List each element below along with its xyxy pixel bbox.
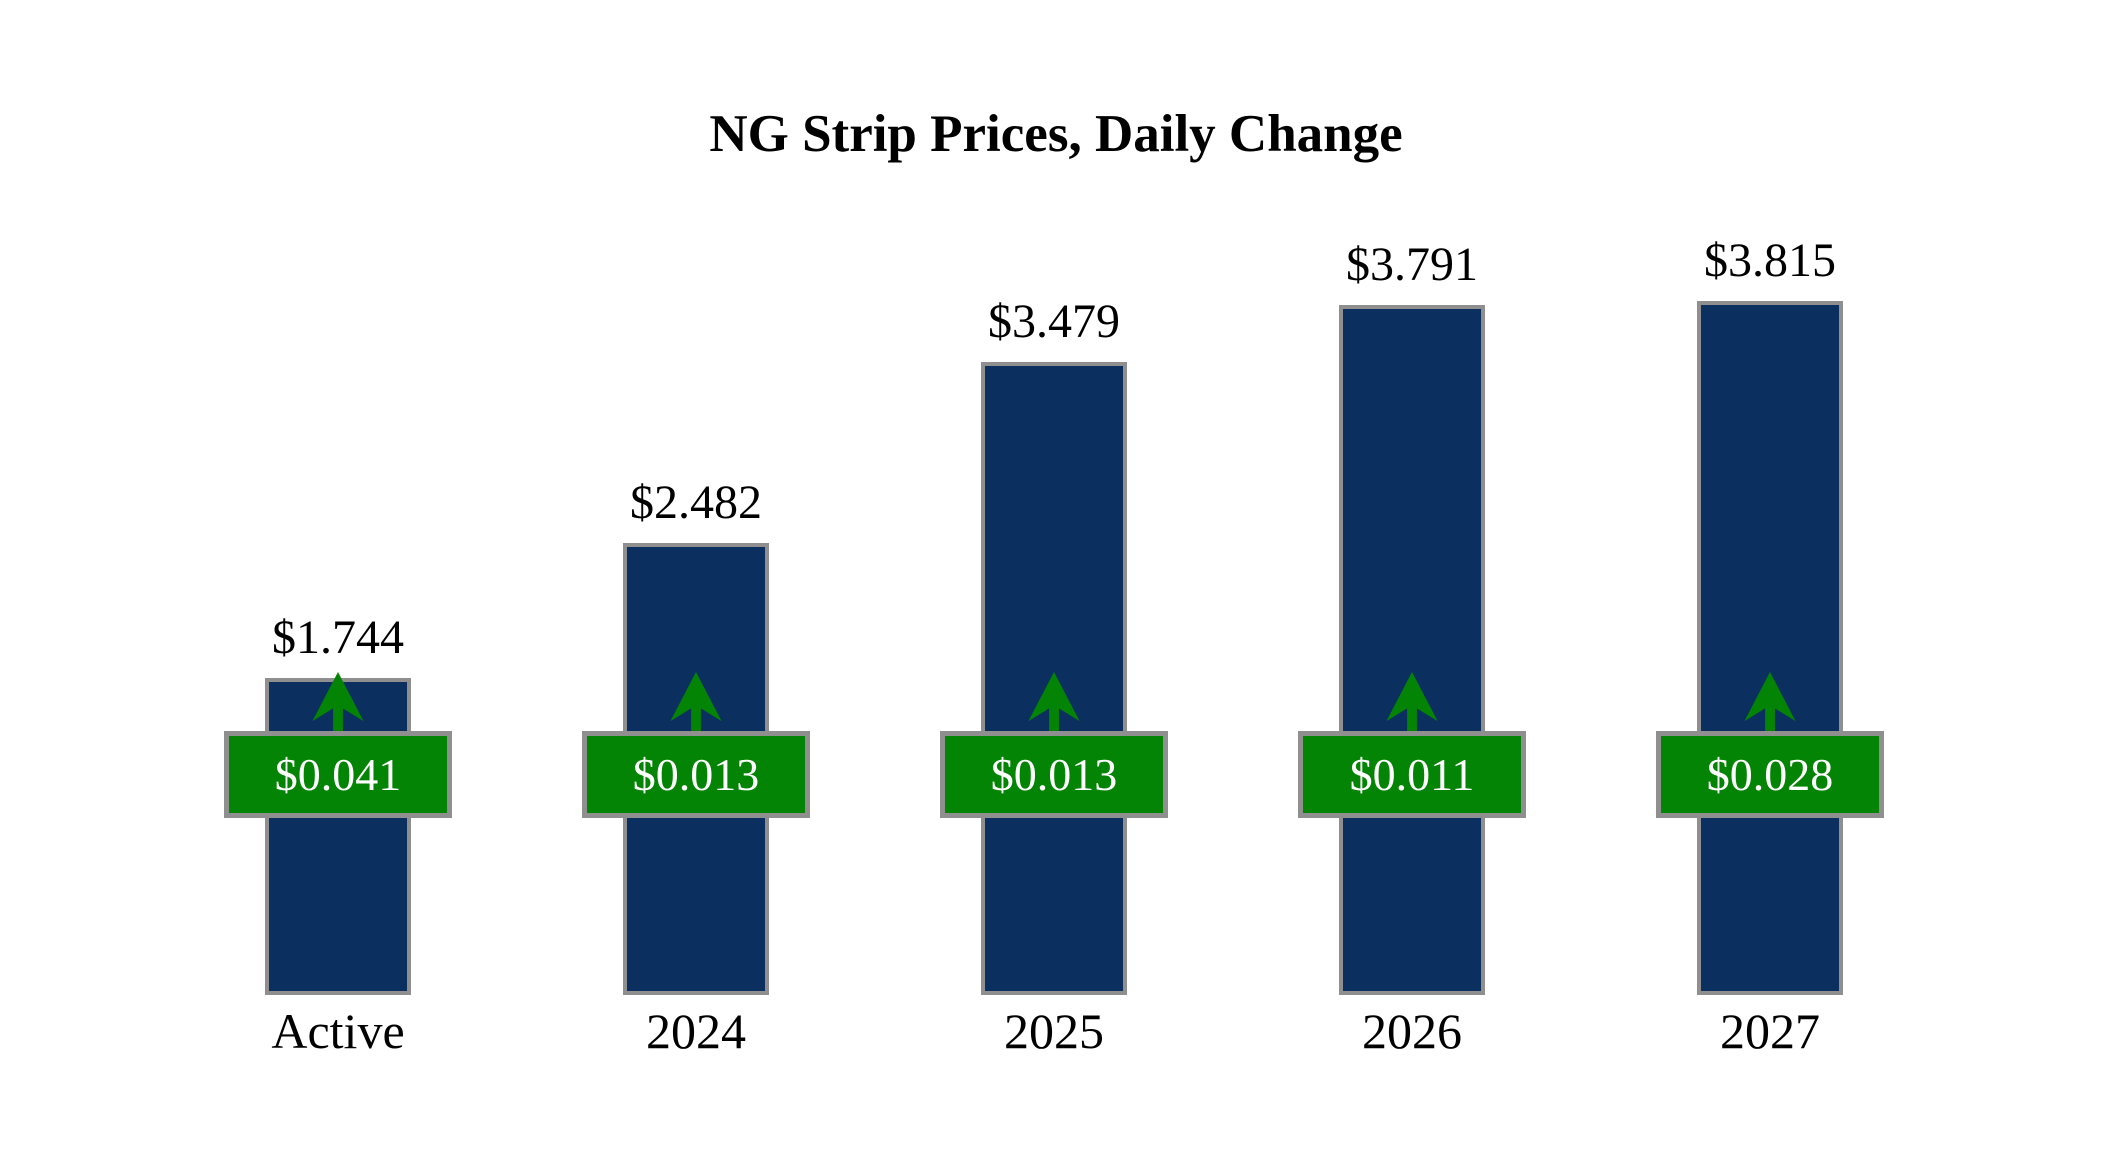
bar-group-2024: $2.482 $0.013 2024: [546, 0, 846, 1152]
bar-group-2025: $3.479 $0.013 2025: [904, 0, 1204, 1152]
bar-group-active: $1.744 $0.041 Active: [188, 0, 488, 1152]
daily-change-value: $0.013: [632, 749, 760, 800]
bar-group-2027: $3.815 $0.028 2027: [1620, 0, 1920, 1152]
up-arrow-icon: [1386, 672, 1438, 731]
up-arrow-icon: [670, 672, 722, 731]
bar: [1339, 305, 1485, 995]
bar-value-label: $3.479: [988, 295, 1120, 348]
category-label: 2026: [1362, 1003, 1462, 1059]
daily-change-badge: $0.028: [1656, 731, 1884, 818]
bar: [1697, 301, 1843, 995]
up-arrow-icon: [1744, 672, 1796, 731]
daily-change-badge: $0.013: [582, 731, 810, 818]
bar-group-2026: $3.791 $0.011 2026: [1262, 0, 1562, 1152]
up-arrow-icon: [312, 672, 364, 731]
daily-change-badge: $0.011: [1298, 731, 1526, 818]
bar-value-label: $1.744: [272, 611, 404, 664]
daily-change-value: $0.028: [1706, 749, 1834, 800]
daily-change-value: $0.013: [990, 749, 1118, 800]
daily-change-value: $0.011: [1349, 749, 1475, 800]
category-label: 2024: [646, 1003, 746, 1059]
category-label: 2027: [1720, 1003, 1820, 1059]
chart-title: NG Strip Prices, Daily Change: [709, 105, 1403, 163]
category-label: Active: [271, 1003, 405, 1059]
bar-value-label: $3.815: [1704, 234, 1836, 287]
daily-change-badge: $0.041: [224, 731, 452, 818]
category-label: 2025: [1004, 1003, 1104, 1059]
bar-value-label: $3.791: [1346, 238, 1478, 291]
daily-change-badge: $0.013: [940, 731, 1168, 818]
bar-value-label: $2.482: [630, 476, 762, 529]
daily-change-value: $0.041: [274, 749, 402, 800]
up-arrow-icon: [1028, 672, 1080, 731]
